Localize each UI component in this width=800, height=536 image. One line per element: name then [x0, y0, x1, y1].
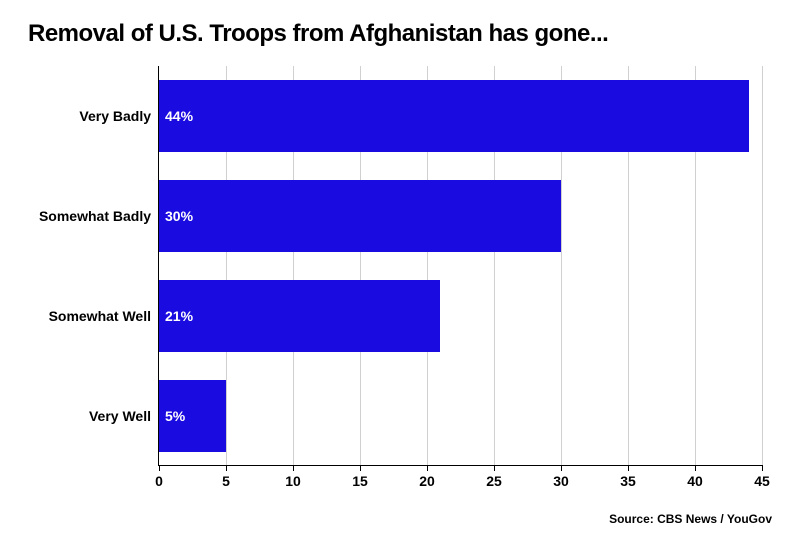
x-tick-label: 30 — [553, 465, 569, 489]
y-category-label: Somewhat Badly — [39, 208, 159, 224]
bar-value-label: 21% — [165, 308, 193, 324]
x-tick-label: 40 — [687, 465, 703, 489]
x-tick-label: 25 — [486, 465, 502, 489]
source-attribution: Source: CBS News / YouGov — [609, 512, 772, 526]
y-category-label: Very Badly — [79, 108, 159, 124]
bar: 21% — [159, 280, 440, 352]
bar-row: Very Well5% — [159, 380, 762, 452]
bar-value-label: 30% — [165, 208, 193, 224]
x-tick-label: 0 — [155, 465, 163, 489]
bar-value-label: 5% — [165, 408, 185, 424]
bar: 5% — [159, 380, 226, 452]
x-tick-label: 5 — [222, 465, 230, 489]
x-tick-label: 10 — [285, 465, 301, 489]
y-category-label: Somewhat Well — [49, 308, 159, 324]
bar-row: Somewhat Well21% — [159, 280, 762, 352]
bar-row: Somewhat Badly30% — [159, 180, 762, 252]
bar-value-label: 44% — [165, 108, 193, 124]
gridline — [762, 66, 763, 465]
bar: 30% — [159, 180, 561, 252]
chart-container: 051015202530354045Very Badly44%Somewhat … — [28, 66, 772, 466]
chart-title: Removal of U.S. Troops from Afghanistan … — [28, 20, 772, 48]
x-tick-label: 35 — [620, 465, 636, 489]
y-category-label: Very Well — [89, 408, 159, 424]
bar-row: Very Badly44% — [159, 80, 762, 152]
plot-area: 051015202530354045Very Badly44%Somewhat … — [158, 66, 762, 466]
x-tick-label: 45 — [754, 465, 770, 489]
bar: 44% — [159, 80, 749, 152]
x-tick-label: 15 — [352, 465, 368, 489]
x-tick-label: 20 — [419, 465, 435, 489]
